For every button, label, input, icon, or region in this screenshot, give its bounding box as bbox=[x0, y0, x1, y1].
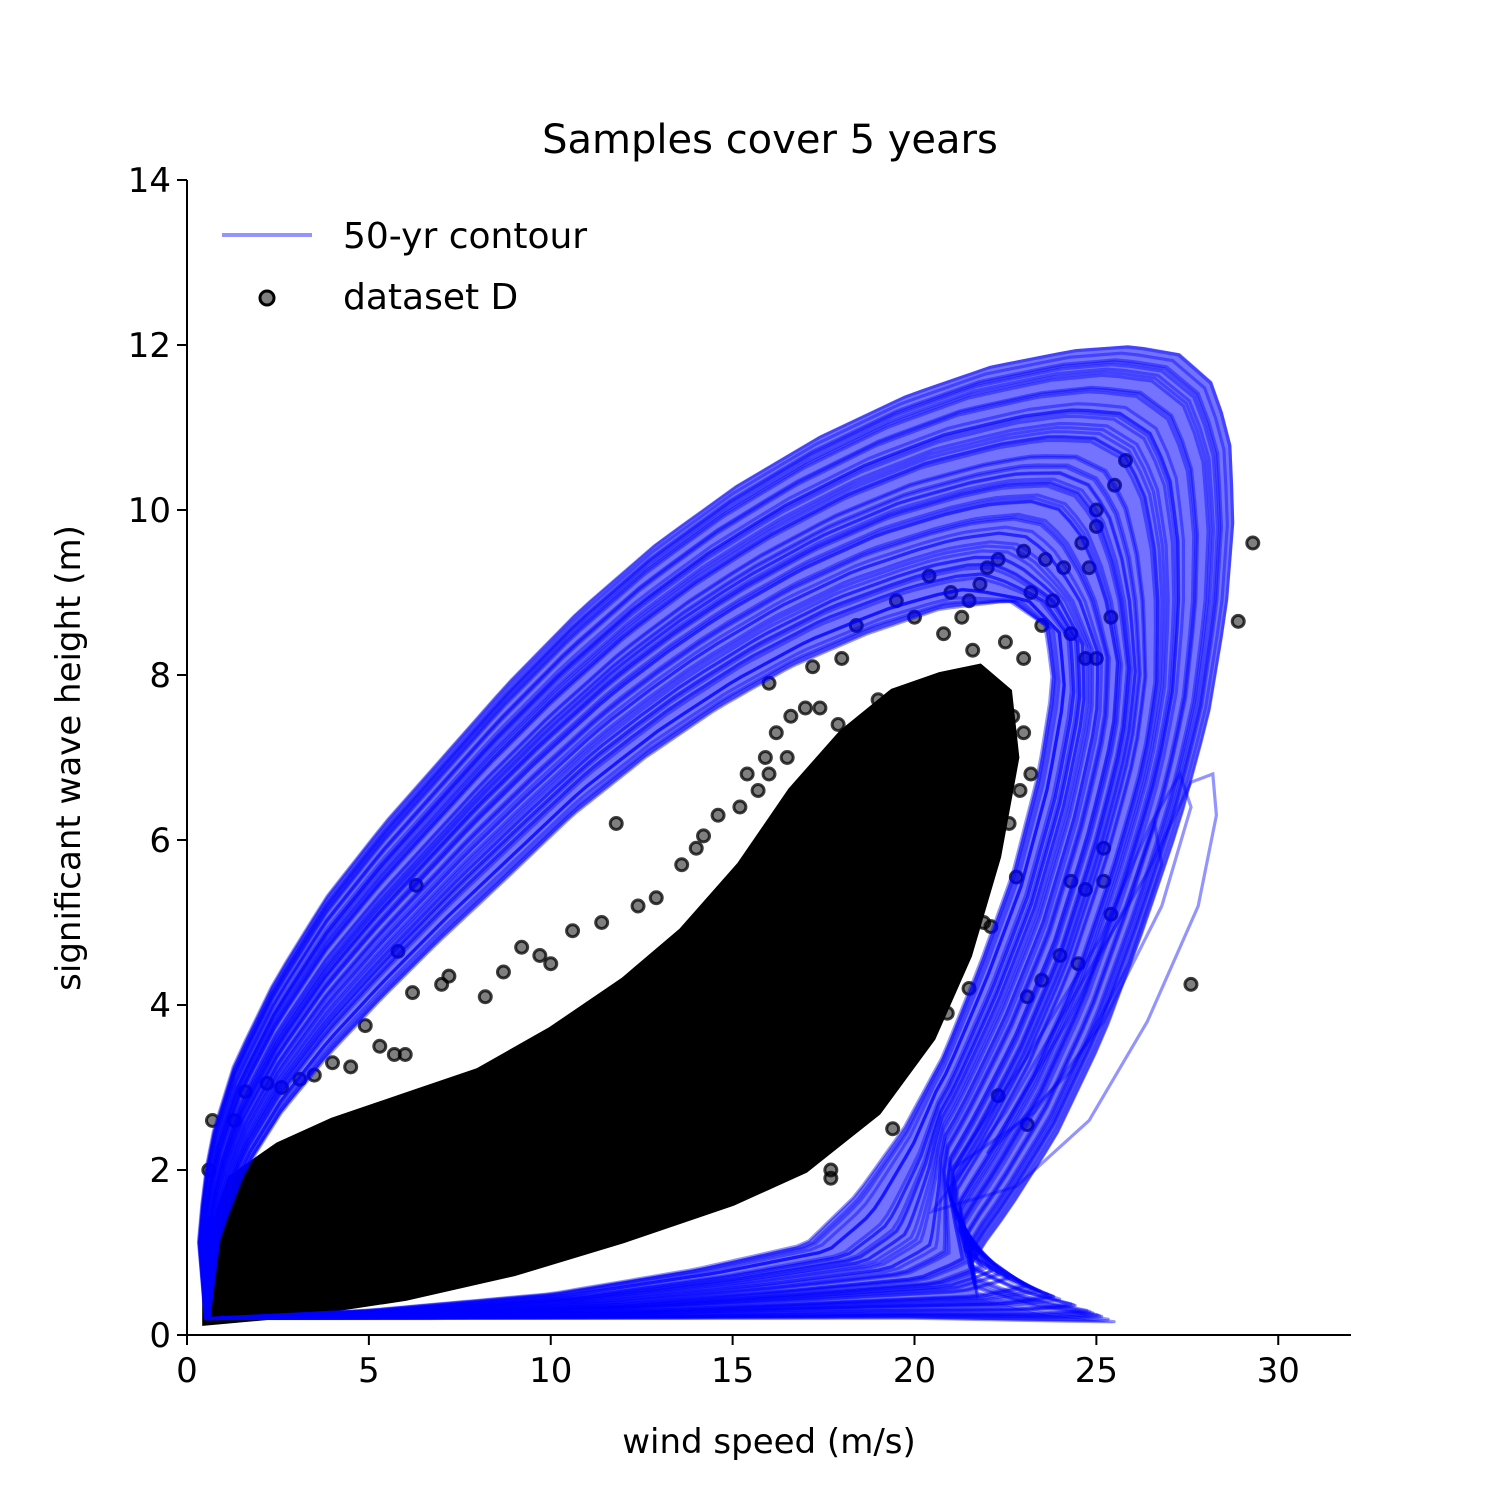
dataset-point bbox=[914, 758, 930, 774]
dataset-point bbox=[405, 985, 421, 1001]
dataset-point bbox=[514, 939, 530, 955]
y-tick-label: 12 bbox=[128, 326, 171, 366]
dataset-point bbox=[477, 989, 493, 1005]
dataset-point bbox=[805, 1146, 821, 1161]
dataset-point bbox=[1016, 725, 1032, 741]
x-tick-label: 25 bbox=[1075, 1351, 1118, 1391]
dataset-point bbox=[885, 1121, 901, 1137]
dataset-point bbox=[1005, 708, 1021, 724]
dataset-point bbox=[783, 708, 799, 724]
dataset-point bbox=[797, 700, 813, 716]
y-tick-label: 2 bbox=[149, 1151, 171, 1191]
y-tick-label: 0 bbox=[149, 1316, 171, 1356]
dataset-point bbox=[1016, 651, 1032, 666]
dataset-point bbox=[386, 1047, 402, 1062]
contour-band bbox=[198, 345, 1235, 1323]
x-axis-ticks: 0 5 10 15 20 25 30 bbox=[176, 1335, 1300, 1391]
dataset-point bbox=[739, 766, 755, 782]
dataset-point bbox=[696, 828, 712, 844]
dataset-point bbox=[688, 840, 704, 856]
axes: 0 5 10 15 20 25 30 0 2 4 6 8 10 12 14 bbox=[128, 161, 1351, 1391]
dataset-point bbox=[939, 1005, 955, 1021]
y-tick-label: 4 bbox=[149, 986, 171, 1026]
x-tick-label: 5 bbox=[358, 1351, 380, 1391]
x-tick-label: 20 bbox=[893, 1351, 936, 1391]
x-tick-label: 0 bbox=[176, 1351, 198, 1391]
dataset-point bbox=[972, 865, 988, 881]
dataset-point bbox=[899, 1055, 915, 1071]
dataset-point bbox=[757, 750, 773, 765]
y-axis-ticks: 0 2 4 6 8 10 12 14 bbox=[128, 161, 187, 1356]
dataset-point bbox=[903, 783, 919, 798]
dataset-point bbox=[921, 807, 937, 823]
dataset-point bbox=[1230, 613, 1246, 629]
dataset-point bbox=[1023, 766, 1039, 782]
dataset-point bbox=[325, 1055, 340, 1071]
dataset-point bbox=[783, 1133, 799, 1149]
dataset-point bbox=[987, 832, 1003, 848]
dataset-point bbox=[870, 692, 886, 708]
dataset-point bbox=[434, 976, 450, 992]
dataset-point bbox=[594, 915, 610, 930]
dataset-point bbox=[936, 626, 952, 642]
x-axis-label: wind speed (m/s) bbox=[622, 1422, 916, 1462]
dataset-point bbox=[343, 1059, 359, 1075]
dataset-point bbox=[1183, 976, 1199, 992]
dataset-point bbox=[1245, 535, 1261, 551]
dataset-point bbox=[910, 1022, 926, 1038]
dataset-point bbox=[732, 799, 748, 815]
legend: 50-yr contour dataset D bbox=[222, 216, 587, 318]
dataset-point bbox=[834, 651, 850, 666]
x-tick-label: 15 bbox=[711, 1351, 754, 1391]
y-tick-label: 8 bbox=[149, 656, 171, 696]
x-tick-label: 30 bbox=[1257, 1351, 1300, 1391]
y-tick-label: 14 bbox=[128, 161, 171, 201]
dataset-point bbox=[532, 948, 548, 963]
legend-contour-label: 50-yr contour bbox=[343, 216, 587, 257]
contour-outlier-loop bbox=[928, 771, 1219, 1215]
dataset-point bbox=[630, 898, 646, 914]
y-tick-label: 10 bbox=[128, 491, 171, 531]
legend-dataset-marker-swatch bbox=[258, 289, 276, 307]
dataset-point bbox=[710, 807, 726, 823]
dataset-point bbox=[565, 923, 581, 939]
y-axis-label: significant wave height (m) bbox=[49, 525, 89, 991]
x-tick-label: 10 bbox=[529, 1351, 572, 1391]
dataset-point bbox=[950, 675, 966, 691]
dataset-point bbox=[608, 816, 624, 831]
dataset-point bbox=[543, 956, 559, 972]
plot-area bbox=[196, 345, 1261, 1326]
dataset-point bbox=[372, 1038, 388, 1054]
dataset-point bbox=[674, 857, 690, 873]
dataset-point bbox=[812, 700, 828, 716]
dataset-point bbox=[965, 642, 981, 658]
dataset-point bbox=[357, 1018, 373, 1034]
dataset-point bbox=[863, 1088, 879, 1104]
dataset-point bbox=[830, 717, 846, 732]
y-tick-label: 6 bbox=[149, 821, 171, 861]
dataset-point bbox=[823, 1162, 839, 1178]
dataset-point bbox=[648, 890, 664, 906]
legend-dataset-label: dataset D bbox=[343, 277, 518, 318]
dataset-point bbox=[495, 964, 511, 980]
dataset-point bbox=[1001, 816, 1017, 831]
dataset-point bbox=[761, 766, 777, 782]
contour-outlier-loop bbox=[949, 770, 1193, 1172]
dataset-point bbox=[779, 750, 795, 765]
dataset-point bbox=[856, 717, 872, 732]
dataset-point bbox=[954, 609, 970, 625]
dataset-point bbox=[750, 783, 766, 798]
dataset-point bbox=[881, 725, 897, 741]
dataset-point bbox=[768, 725, 784, 741]
dataset-point bbox=[997, 634, 1013, 650]
dataset-point bbox=[1012, 783, 1028, 798]
contour-outlier-loop bbox=[985, 817, 1164, 1155]
dataset-point bbox=[943, 849, 959, 864]
contour-lines bbox=[196, 345, 1235, 1324]
chart-title: Samples cover 5 years bbox=[542, 117, 998, 163]
dataset-point bbox=[805, 659, 821, 675]
